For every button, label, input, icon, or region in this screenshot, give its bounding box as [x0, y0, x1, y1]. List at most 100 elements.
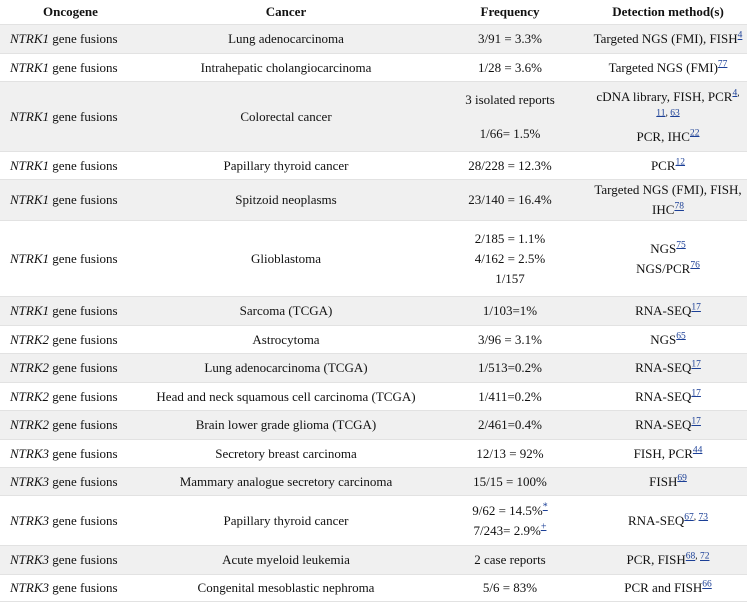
gene-fusion-label: gene fusions — [49, 331, 118, 347]
method-line: cDNA library, FISH, PCR4, 11, 63 — [592, 87, 744, 127]
header-frequency: Frequency — [431, 0, 589, 25]
reference-link[interactable]: 11 — [656, 108, 666, 119]
table-row: NTRK2 gene fusions Brain lower grade glio… — [0, 410, 747, 440]
oncogene-cell: NTRK3 gene fusions — [0, 495, 141, 546]
frequency-cell: 12/13 = 92% — [431, 439, 589, 468]
frequency-cell: 1/411=0.2% — [431, 382, 589, 411]
frequency-line: 7/243= 2.9%+ — [434, 521, 586, 541]
reference-link[interactable]: 78 — [674, 201, 684, 212]
frequency-line: 3/96 = 3.1% — [434, 330, 586, 350]
method-text: Targeted NGS (FMI) — [608, 59, 718, 75]
frequency-cell: 9/62 = 14.5%* 7/243= 2.9%+ — [431, 495, 589, 546]
detection-method-cell: Targeted NGS (FMI)77 — [589, 53, 747, 82]
reference-link[interactable]: 12 — [675, 157, 686, 168]
method-text: RNA-SEQ — [635, 303, 692, 318]
cancer-cell: Lung adenocarcinoma (TCGA) — [141, 353, 431, 383]
gene-fusion-label: gene fusions — [49, 552, 118, 567]
reference-link[interactable]: 44 — [692, 445, 703, 456]
footnote-link[interactable]: * — [542, 501, 548, 513]
frequency-cell: 1/28 = 3.6% — [431, 53, 589, 82]
gene-symbol: NTRK3 — [10, 552, 50, 567]
method-text: cDNA library, FISH, PCR — [596, 88, 733, 104]
cancer-cell: Sarcoma (TCGA) — [141, 296, 431, 326]
oncogene-cell: NTRK3 gene fusions — [0, 545, 141, 575]
cancer-cell: Congenital mesoblastic nephroma — [141, 574, 431, 602]
frequency-cell: 3/91 = 3.3% — [431, 24, 589, 54]
reference-link[interactable]: 73 — [698, 512, 709, 523]
ref-separator: , — [695, 551, 700, 562]
detection-method-cell: Targeted NGS (FMI), FISH, IHC78 — [589, 179, 747, 221]
oncogene-cell: NTRK1 gene fusions — [0, 179, 141, 221]
table-row: NTRK1 gene fusions Papillary thyroid canc… — [0, 151, 747, 180]
reference-link[interactable]: 75 — [676, 240, 686, 251]
reference-link[interactable]: 63 — [670, 108, 680, 119]
frequency-value: 12/13 = 92% — [476, 445, 544, 461]
reference-link[interactable]: 77 — [717, 59, 728, 70]
gene-symbol: NTRK1 — [10, 303, 50, 318]
reference-link[interactable]: 17 — [691, 302, 701, 313]
table-row: NTRK2 gene fusions Head and neck squamous… — [0, 382, 747, 411]
oncogene-cell: NTRK3 gene fusions — [0, 439, 141, 468]
gene-symbol: NTRK2 — [10, 388, 50, 404]
gene-symbol: NTRK1 — [10, 250, 50, 266]
footnote-link[interactable]: + — [540, 521, 547, 533]
detection-method-cell: PCR12 — [589, 151, 747, 180]
frequency-value: 1/66= 1.5% — [479, 125, 541, 141]
frequency-value: 28/228 = 12.3% — [468, 157, 552, 173]
frequency-value: 1/28 = 3.6% — [477, 59, 543, 75]
reference-link[interactable]: 65 — [676, 331, 686, 342]
table-row: NTRK3 gene fusions Secretory breast carci… — [0, 439, 747, 468]
frequency-cell: 28/228 = 12.3% — [431, 151, 589, 180]
frequency-value: 9/62 = 14.5% — [472, 502, 543, 518]
frequency-line: 1/103=1% — [434, 301, 586, 321]
frequency-value: 3 isolated reports — [465, 91, 555, 107]
reference-link[interactable]: 17 — [691, 359, 701, 370]
reference-link[interactable]: 67 — [684, 512, 694, 523]
frequency-cell: 23/140 = 16.4% — [431, 179, 589, 221]
cancer-cell: Brain lower grade glioma (TCGA) — [141, 410, 431, 440]
method-text: Targeted NGS (FMI), FISH, IHC — [594, 182, 742, 217]
gene-symbol: NTRK3 — [10, 473, 50, 489]
spacer — [434, 110, 586, 124]
frequency-line: 3/91 = 3.3% — [434, 29, 586, 49]
header-oncogene: Oncogene — [0, 0, 141, 25]
detection-method-cell: PCR, FISH68, 72 — [589, 545, 747, 575]
frequency-value: 2/461=0.4% — [477, 417, 543, 432]
cancer-cell: Glioblastoma — [141, 220, 431, 297]
method-text: FISH, PCR — [633, 445, 693, 461]
reference-link[interactable]: 4 — [737, 30, 743, 41]
reference-link[interactable]: 66 — [702, 579, 712, 590]
oncogene-cell: NTRK1 gene fusions — [0, 53, 141, 82]
reference-link[interactable]: 72 — [700, 551, 710, 562]
reference-link[interactable]: 76 — [690, 260, 700, 271]
frequency-value: 3/96 = 3.1% — [477, 331, 543, 347]
frequency-value: 1/157 — [495, 270, 525, 286]
reference-link[interactable]: 68 — [685, 551, 696, 562]
gene-symbol: NTRK3 — [10, 512, 50, 528]
frequency-value: 4/162 = 2.5% — [474, 250, 546, 266]
method-text: RNA-SEQ — [635, 360, 692, 375]
table-row: NTRK1 gene fusions Lung adenocarcinoma 3/9… — [0, 24, 747, 54]
frequency-line: 15/15 = 100% — [434, 472, 586, 492]
reference-link[interactable]: 69 — [677, 473, 687, 484]
frequency-value: 2 case reports — [474, 552, 546, 567]
reference-link[interactable]: 4 — [732, 88, 738, 99]
method-line: NGS/PCR76 — [592, 259, 744, 279]
reference-link[interactable]: 17 — [691, 388, 701, 399]
table-row: NTRK3 gene fusions Papillary thyroid canc… — [0, 495, 747, 546]
frequency-value: 7/243= 2.9% — [473, 522, 541, 538]
detection-method-cell: RNA-SEQ17 — [589, 296, 747, 326]
gene-fusion-label: gene fusions — [49, 512, 118, 528]
method-text: RNA-SEQ — [627, 512, 685, 528]
gene-fusion-label: gene fusions — [49, 473, 118, 489]
detection-method-cell: PCR and FISH66 — [589, 574, 747, 602]
frequency-line: 28/228 = 12.3% — [434, 156, 586, 176]
frequency-cell: 2/185 = 1.1% 4/162 = 2.5% 1/157 — [431, 220, 589, 297]
gene-fusion-label: gene fusions — [49, 445, 118, 461]
reference-link[interactable]: 22 — [689, 128, 700, 139]
table-row: NTRK2 gene fusions Astrocytoma 3/96 = 3.1%… — [0, 325, 747, 354]
reference-link[interactable]: 17 — [691, 416, 701, 427]
method-text: NGS/PCR — [636, 260, 691, 276]
frequency-cell: 3 isolated reports 1/66= 1.5% — [431, 81, 589, 152]
